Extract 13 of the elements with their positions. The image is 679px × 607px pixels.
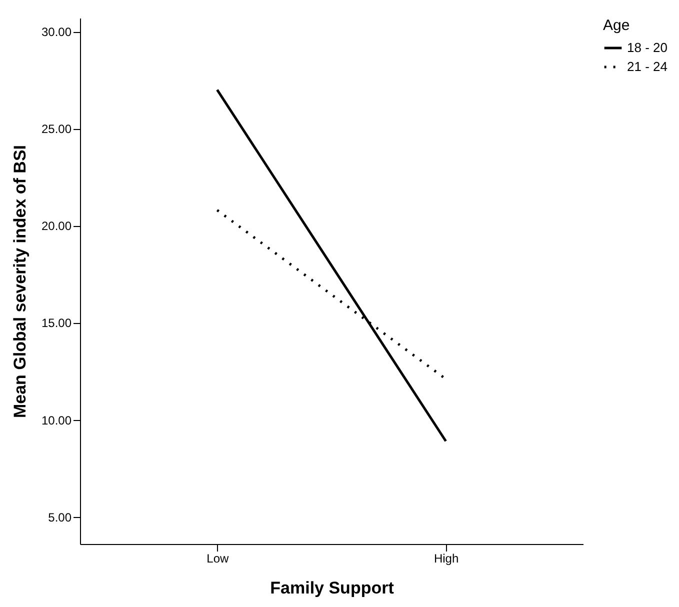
x-tick-label: Low (206, 552, 230, 566)
legend-label: 21 - 24 (627, 59, 668, 74)
y-tick-label: 5.00 (48, 510, 72, 524)
y-tick-label: 15.00 (41, 316, 72, 330)
y-axis-title: Mean Global severity index of BSI (10, 144, 30, 418)
y-tick-label: 10.00 (41, 413, 72, 428)
x-tick-label: High (434, 552, 459, 566)
legend-title: Age (603, 17, 630, 34)
y-tick-label: 30.00 (41, 25, 72, 40)
y-tick-label: 20.00 (41, 219, 72, 234)
x-axis-title: Family Support (270, 578, 394, 598)
y-tick-label: 25.00 (41, 122, 72, 136)
legend-label: 18 - 20 (627, 40, 668, 55)
